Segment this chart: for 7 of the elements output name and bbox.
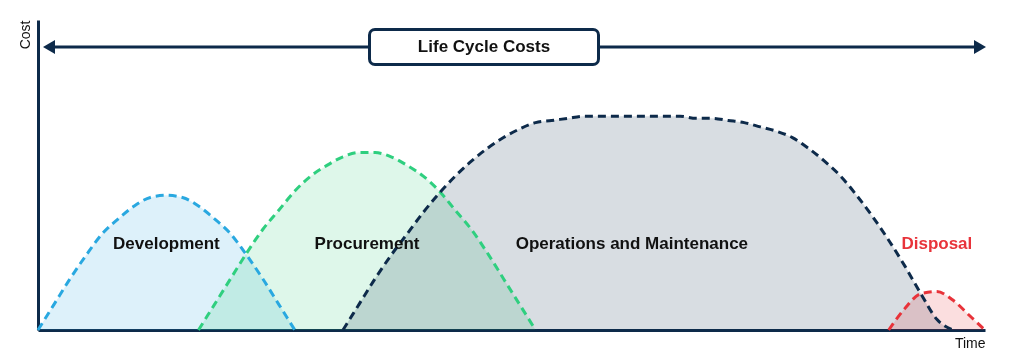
y-axis-title: Cost (16, 20, 33, 50)
series-label: Development (113, 234, 221, 254)
x-axis-title: Time (954, 334, 986, 351)
text: Life Cycle Costs (368, 28, 600, 66)
series-label: Operations and Maintenance (515, 234, 749, 254)
series-label: Procurement (314, 234, 420, 254)
text: Disposal (901, 234, 973, 254)
